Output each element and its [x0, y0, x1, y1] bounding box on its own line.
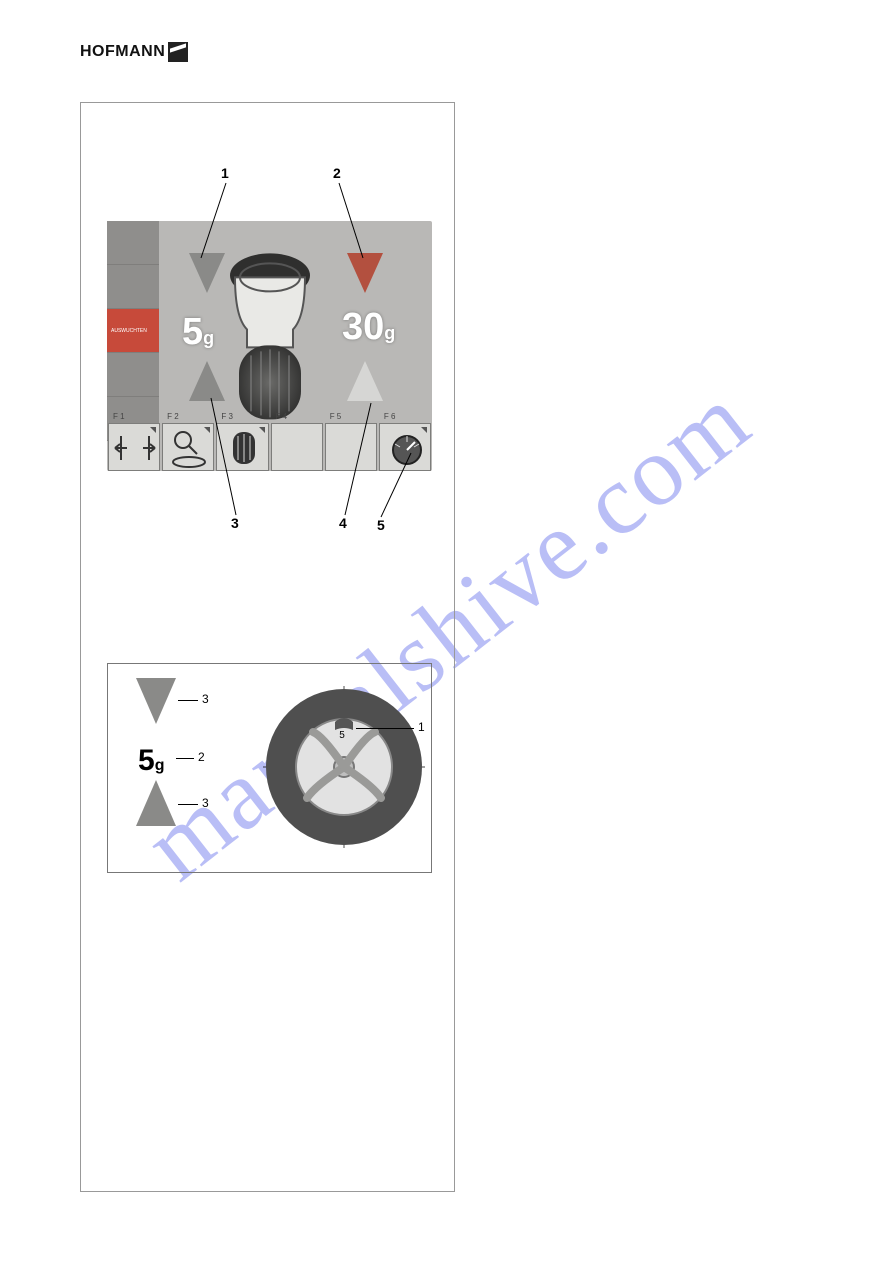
right-imbalance-value: 30g — [342, 306, 395, 349]
arrow-up-right-icon — [347, 361, 383, 401]
left-value-number: 5 — [182, 311, 203, 353]
arrow-up-icon — [136, 780, 176, 826]
callout-number: 3 — [231, 515, 239, 531]
left-value-unit: g — [203, 328, 214, 348]
callout-number: 1 — [418, 720, 425, 734]
brand-name: HOFMANN — [80, 43, 165, 61]
fkey-label: F 3 — [221, 412, 233, 421]
page-column-frame: AUSWUCHTEN — [80, 102, 455, 1192]
callout-number: 4 — [339, 515, 347, 531]
weight-number: 5 — [138, 744, 155, 777]
fkey-f4[interactable]: F 4 — [271, 423, 323, 471]
fkey-label: F 4 — [276, 412, 288, 421]
callout-tick — [178, 804, 198, 805]
fkey-f3[interactable]: F 3 — [216, 423, 268, 471]
fkey-label: F 2 — [167, 412, 179, 421]
left-tab-column: AUSWUCHTEN — [107, 221, 159, 441]
fkey-f1[interactable]: F 1 — [108, 423, 160, 471]
brand-logo: HOFMANN — [80, 42, 188, 62]
arrow-down-icon — [136, 678, 176, 724]
corner-tri-icon — [421, 427, 427, 433]
weight-unit: g — [155, 757, 165, 774]
callout-number: 5 — [377, 517, 385, 533]
tab-item — [107, 221, 159, 265]
corner-tri-icon — [204, 427, 210, 433]
fkey-label: F 1 — [113, 412, 125, 421]
wheel-front-icon: 5 — [263, 686, 425, 848]
callout-tick — [176, 758, 194, 759]
right-value-number: 30 — [342, 306, 384, 348]
fkey-f6[interactable]: F 6 — [379, 423, 431, 471]
callout-number: 2 — [198, 750, 205, 764]
fkey-label: F 5 — [330, 412, 342, 421]
corner-tri-icon — [150, 427, 156, 433]
arrow-down-right-icon — [347, 253, 383, 293]
left-imbalance-value: 5g — [182, 311, 214, 354]
callout-tick — [356, 728, 414, 729]
callout-number: 3 — [202, 692, 209, 706]
corner-tri-icon — [259, 427, 265, 433]
callout-number: 3 — [202, 796, 209, 810]
fkey-f5[interactable]: F 5 — [325, 423, 377, 471]
balancing-screen-panel: AUSWUCHTEN — [107, 221, 432, 471]
tab-item — [107, 265, 159, 309]
tab-item-active: AUSWUCHTEN — [107, 309, 159, 353]
callout-number: 2 — [333, 165, 341, 181]
function-key-row: F 1 F 2 — [107, 423, 432, 471]
callout-number: 1 — [221, 165, 229, 181]
weight-position-figure: 5g 5 3 3 2 1 — [107, 663, 432, 873]
brand-mark-icon — [168, 42, 188, 62]
callout-tick — [178, 700, 198, 701]
svg-text:5: 5 — [339, 730, 345, 741]
weight-value: 5g — [138, 744, 164, 778]
tab-item — [107, 353, 159, 397]
fkey-f2[interactable]: F 2 — [162, 423, 214, 471]
fkey-label: F 6 — [384, 412, 396, 421]
wheel-crosssection-icon — [217, 247, 323, 427]
right-value-unit: g — [384, 323, 395, 343]
